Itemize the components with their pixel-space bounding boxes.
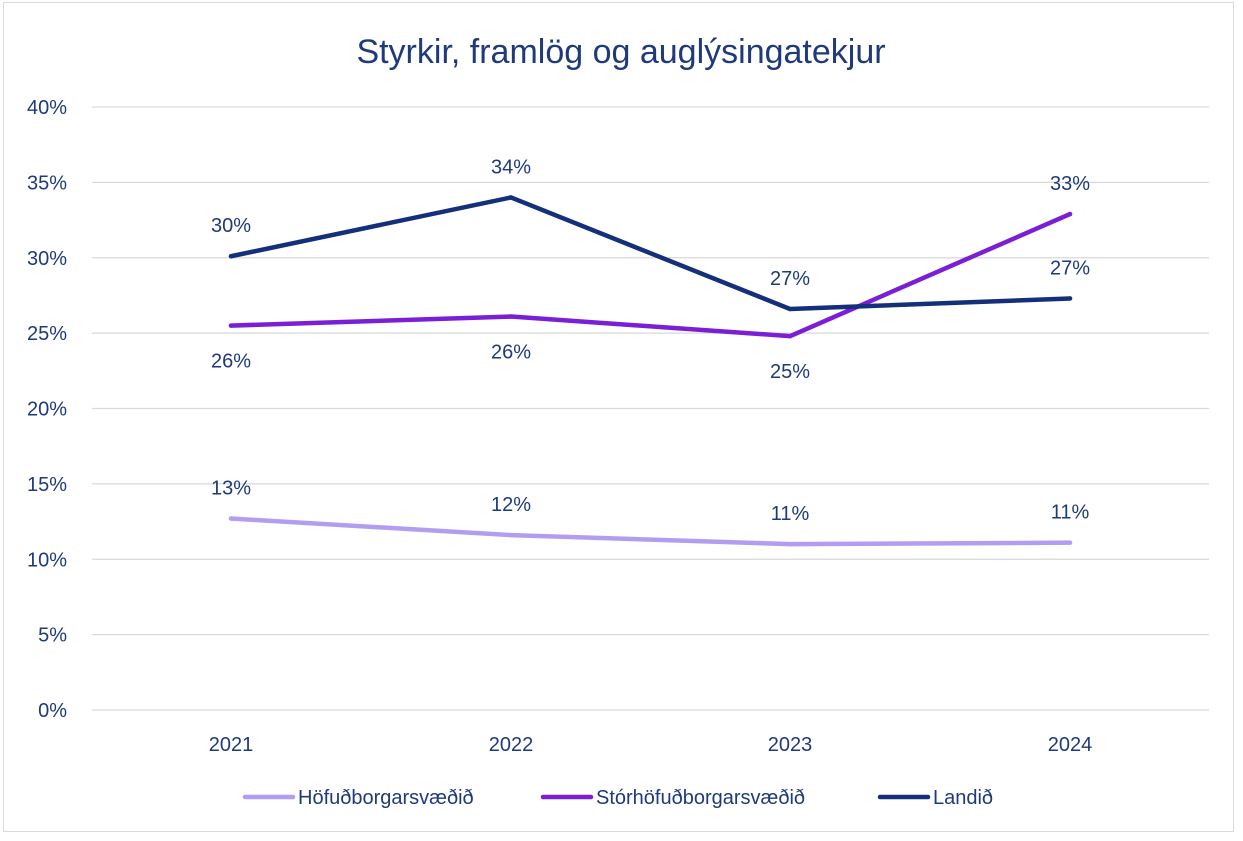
legend-label: Höfuðborgarsvæðið	[298, 787, 474, 809]
data-label: 26%	[491, 342, 531, 364]
x-tick-label: 2022	[489, 734, 534, 756]
legend: Höfuðborgarsvæðið Stórhöfuðborgarsvæðið La…	[242, 787, 993, 809]
y-tick-label: 30%	[27, 248, 67, 270]
data-point	[787, 306, 793, 312]
data-label: 27%	[770, 268, 810, 290]
series-line	[228, 195, 1073, 312]
series-lines	[228, 195, 1073, 547]
y-tick-label: 10%	[27, 549, 67, 571]
x-tick-label: 2021	[209, 734, 254, 756]
data-label: 25%	[770, 361, 810, 383]
gridlines	[92, 106, 1209, 711]
data-point	[508, 532, 514, 538]
x-tick-label: 2023	[768, 734, 813, 756]
y-tick-label: 15%	[27, 474, 67, 496]
legend-label: Landið	[933, 787, 993, 809]
data-label: 13%	[211, 478, 251, 500]
legend-item: Höfuðborgarsvæðið	[242, 787, 474, 809]
y-tick-label: 25%	[27, 323, 67, 345]
chart-frame	[3, 2, 1234, 832]
data-label: 12%	[491, 494, 531, 516]
data-point	[787, 541, 793, 547]
data-label: 33%	[1050, 173, 1090, 195]
data-point	[1067, 296, 1073, 301]
data-point	[228, 516, 234, 521]
data-label: 11%	[1051, 502, 1090, 524]
y-tick-label: 40%	[27, 97, 67, 119]
data-point	[508, 314, 514, 319]
data-point	[787, 333, 793, 339]
y-tick-label: 35%	[27, 172, 67, 194]
series-line	[228, 211, 1073, 339]
data-label: 34%	[491, 156, 531, 178]
y-tick-label: 20%	[27, 399, 67, 421]
data-labels: 13% 12% 11% 11% 26% 26% 25% 33% 30% 34% 27% 27%	[211, 156, 1090, 525]
data-point	[1067, 540, 1073, 545]
data-label: 30%	[211, 215, 251, 237]
y-axis-ticks: 0% 5% 10% 15% 20% 25% 30% 35% 40%	[27, 97, 67, 722]
legend-item: Stórhöfuðborgarsvæðið	[540, 787, 805, 809]
data-point	[228, 323, 234, 328]
data-label: 11%	[771, 503, 810, 525]
data-label: 26%	[211, 351, 251, 373]
x-tick-label: 2024	[1048, 734, 1093, 756]
legend-item: Landið	[877, 787, 993, 809]
chart-title: Styrkir, framlög og auglýsingatekjur	[356, 33, 885, 71]
y-tick-label: 0%	[38, 700, 67, 722]
legend-label: Stórhöfuðborgarsvæðið	[596, 787, 805, 809]
y-tick-label: 5%	[38, 625, 67, 647]
data-point	[1067, 211, 1073, 217]
x-axis-ticks: 2021 2022 2023 2024	[209, 734, 1093, 756]
data-point	[508, 195, 514, 200]
data-point	[228, 254, 234, 259]
data-label: 27%	[1050, 257, 1090, 279]
series-line	[228, 516, 1073, 547]
